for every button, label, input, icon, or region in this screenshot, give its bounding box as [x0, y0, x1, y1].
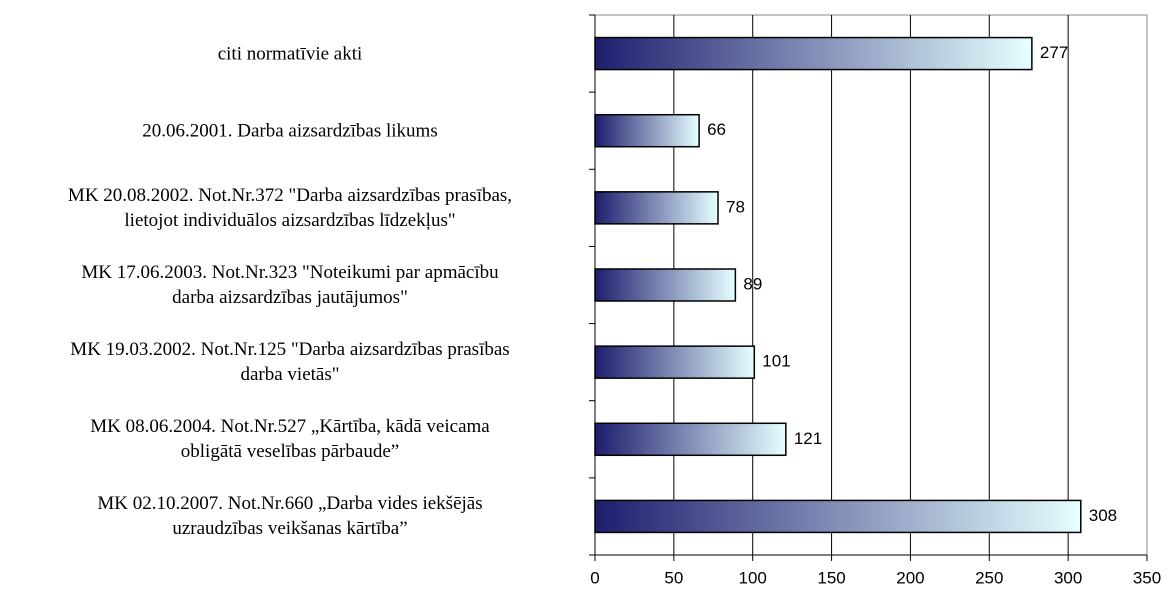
x-tick-label: 250 [975, 568, 1003, 587]
value-label: 66 [707, 120, 726, 139]
x-tick-label: 100 [739, 568, 767, 587]
bar [594, 36, 1033, 71]
value-label: 101 [762, 352, 790, 371]
bar [594, 268, 737, 302]
value-label: 121 [794, 429, 822, 448]
category-label: MK 19.03.2002. Not.Nr.125 "Darba aizsard… [70, 339, 510, 386]
bar [594, 113, 700, 148]
x-tick-label: 150 [817, 568, 845, 587]
bar [594, 345, 756, 379]
category-label: citi normatīvie akti [217, 43, 363, 65]
value-label: 89 [743, 274, 762, 293]
category-label: MK 02.10.2007. Not.Nr.660 „Darba vides i… [97, 493, 483, 540]
value-label: 78 [726, 197, 745, 216]
value-label: 308 [1089, 506, 1117, 525]
category-label: MK 08.06.2004. Not.Nr.527 „Kārtība, kādā… [90, 416, 490, 463]
bar [594, 422, 787, 457]
value-label: 277 [1040, 43, 1068, 62]
bar [594, 191, 719, 225]
x-tick-label: 50 [664, 568, 683, 587]
x-tick-label: 350 [1133, 568, 1161, 587]
x-tick-label: 200 [896, 568, 924, 587]
x-tick-label: 300 [1054, 568, 1082, 587]
x-tick-label: 0 [590, 568, 599, 587]
bar [594, 499, 1082, 534]
category-label: MK 17.06.2003. Not.Nr.323 "Noteikumi par… [81, 262, 499, 308]
category-label: 20.06.2001. Darba aizsardzības likums [142, 120, 438, 142]
category-label: MK 20.08.2002. Not.Nr.372 "Darba aizsard… [67, 184, 513, 231]
